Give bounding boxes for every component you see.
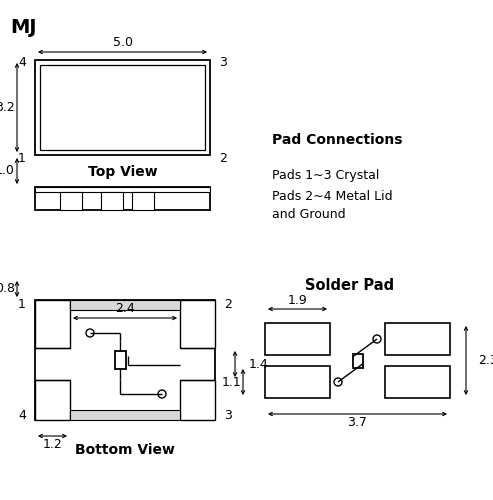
Text: 4: 4	[18, 409, 26, 422]
Bar	[385, 323, 450, 355]
Text: Pads 1∼3 Crystal: Pads 1∼3 Crystal	[272, 168, 380, 181]
Bar	[180, 380, 215, 420]
Text: 1.4: 1.4	[249, 358, 269, 370]
Bar	[180, 300, 215, 348]
Text: 1: 1	[18, 298, 26, 311]
Bar	[265, 323, 330, 355]
Text: Top View: Top View	[88, 165, 157, 179]
Bar	[70, 410, 180, 420]
Bar	[60, 192, 82, 210]
Bar	[35, 187, 210, 192]
Text: and Ground: and Ground	[272, 208, 346, 222]
Text: Pads 2∼4 Metal Lid: Pads 2∼4 Metal Lid	[272, 190, 392, 203]
Bar	[35, 187, 210, 210]
Bar	[114, 351, 126, 369]
Bar	[132, 192, 154, 210]
Text: 2: 2	[219, 152, 227, 164]
Text: MJ: MJ	[10, 18, 36, 37]
Text: 3: 3	[219, 56, 227, 68]
Text: Pad Connections: Pad Connections	[272, 133, 402, 147]
Text: 1: 1	[18, 152, 26, 164]
Bar	[35, 60, 210, 155]
Text: 2.4: 2.4	[115, 302, 135, 316]
Bar	[352, 354, 362, 368]
Text: 0.8: 0.8	[0, 282, 15, 296]
Bar	[70, 300, 180, 310]
Bar	[35, 300, 215, 420]
Text: 1.2: 1.2	[42, 438, 63, 452]
Bar	[265, 366, 330, 398]
Text: 1.1: 1.1	[221, 376, 241, 388]
Bar	[35, 380, 70, 420]
Text: 3.2: 3.2	[0, 101, 15, 114]
Text: 1.9: 1.9	[287, 294, 307, 306]
Text: 4: 4	[18, 56, 26, 68]
Bar	[385, 366, 450, 398]
Text: Bottom View: Bottom View	[75, 443, 175, 457]
Text: 2: 2	[224, 298, 232, 311]
Text: 2.3: 2.3	[478, 354, 493, 367]
Text: 1.0: 1.0	[0, 164, 15, 177]
Text: 3.7: 3.7	[348, 416, 367, 430]
Bar	[35, 300, 70, 348]
Bar	[40, 65, 205, 150]
Bar	[101, 192, 123, 210]
Text: 3: 3	[224, 409, 232, 422]
Text: Solder Pad: Solder Pad	[305, 278, 394, 292]
Text: 5.0: 5.0	[112, 36, 133, 50]
